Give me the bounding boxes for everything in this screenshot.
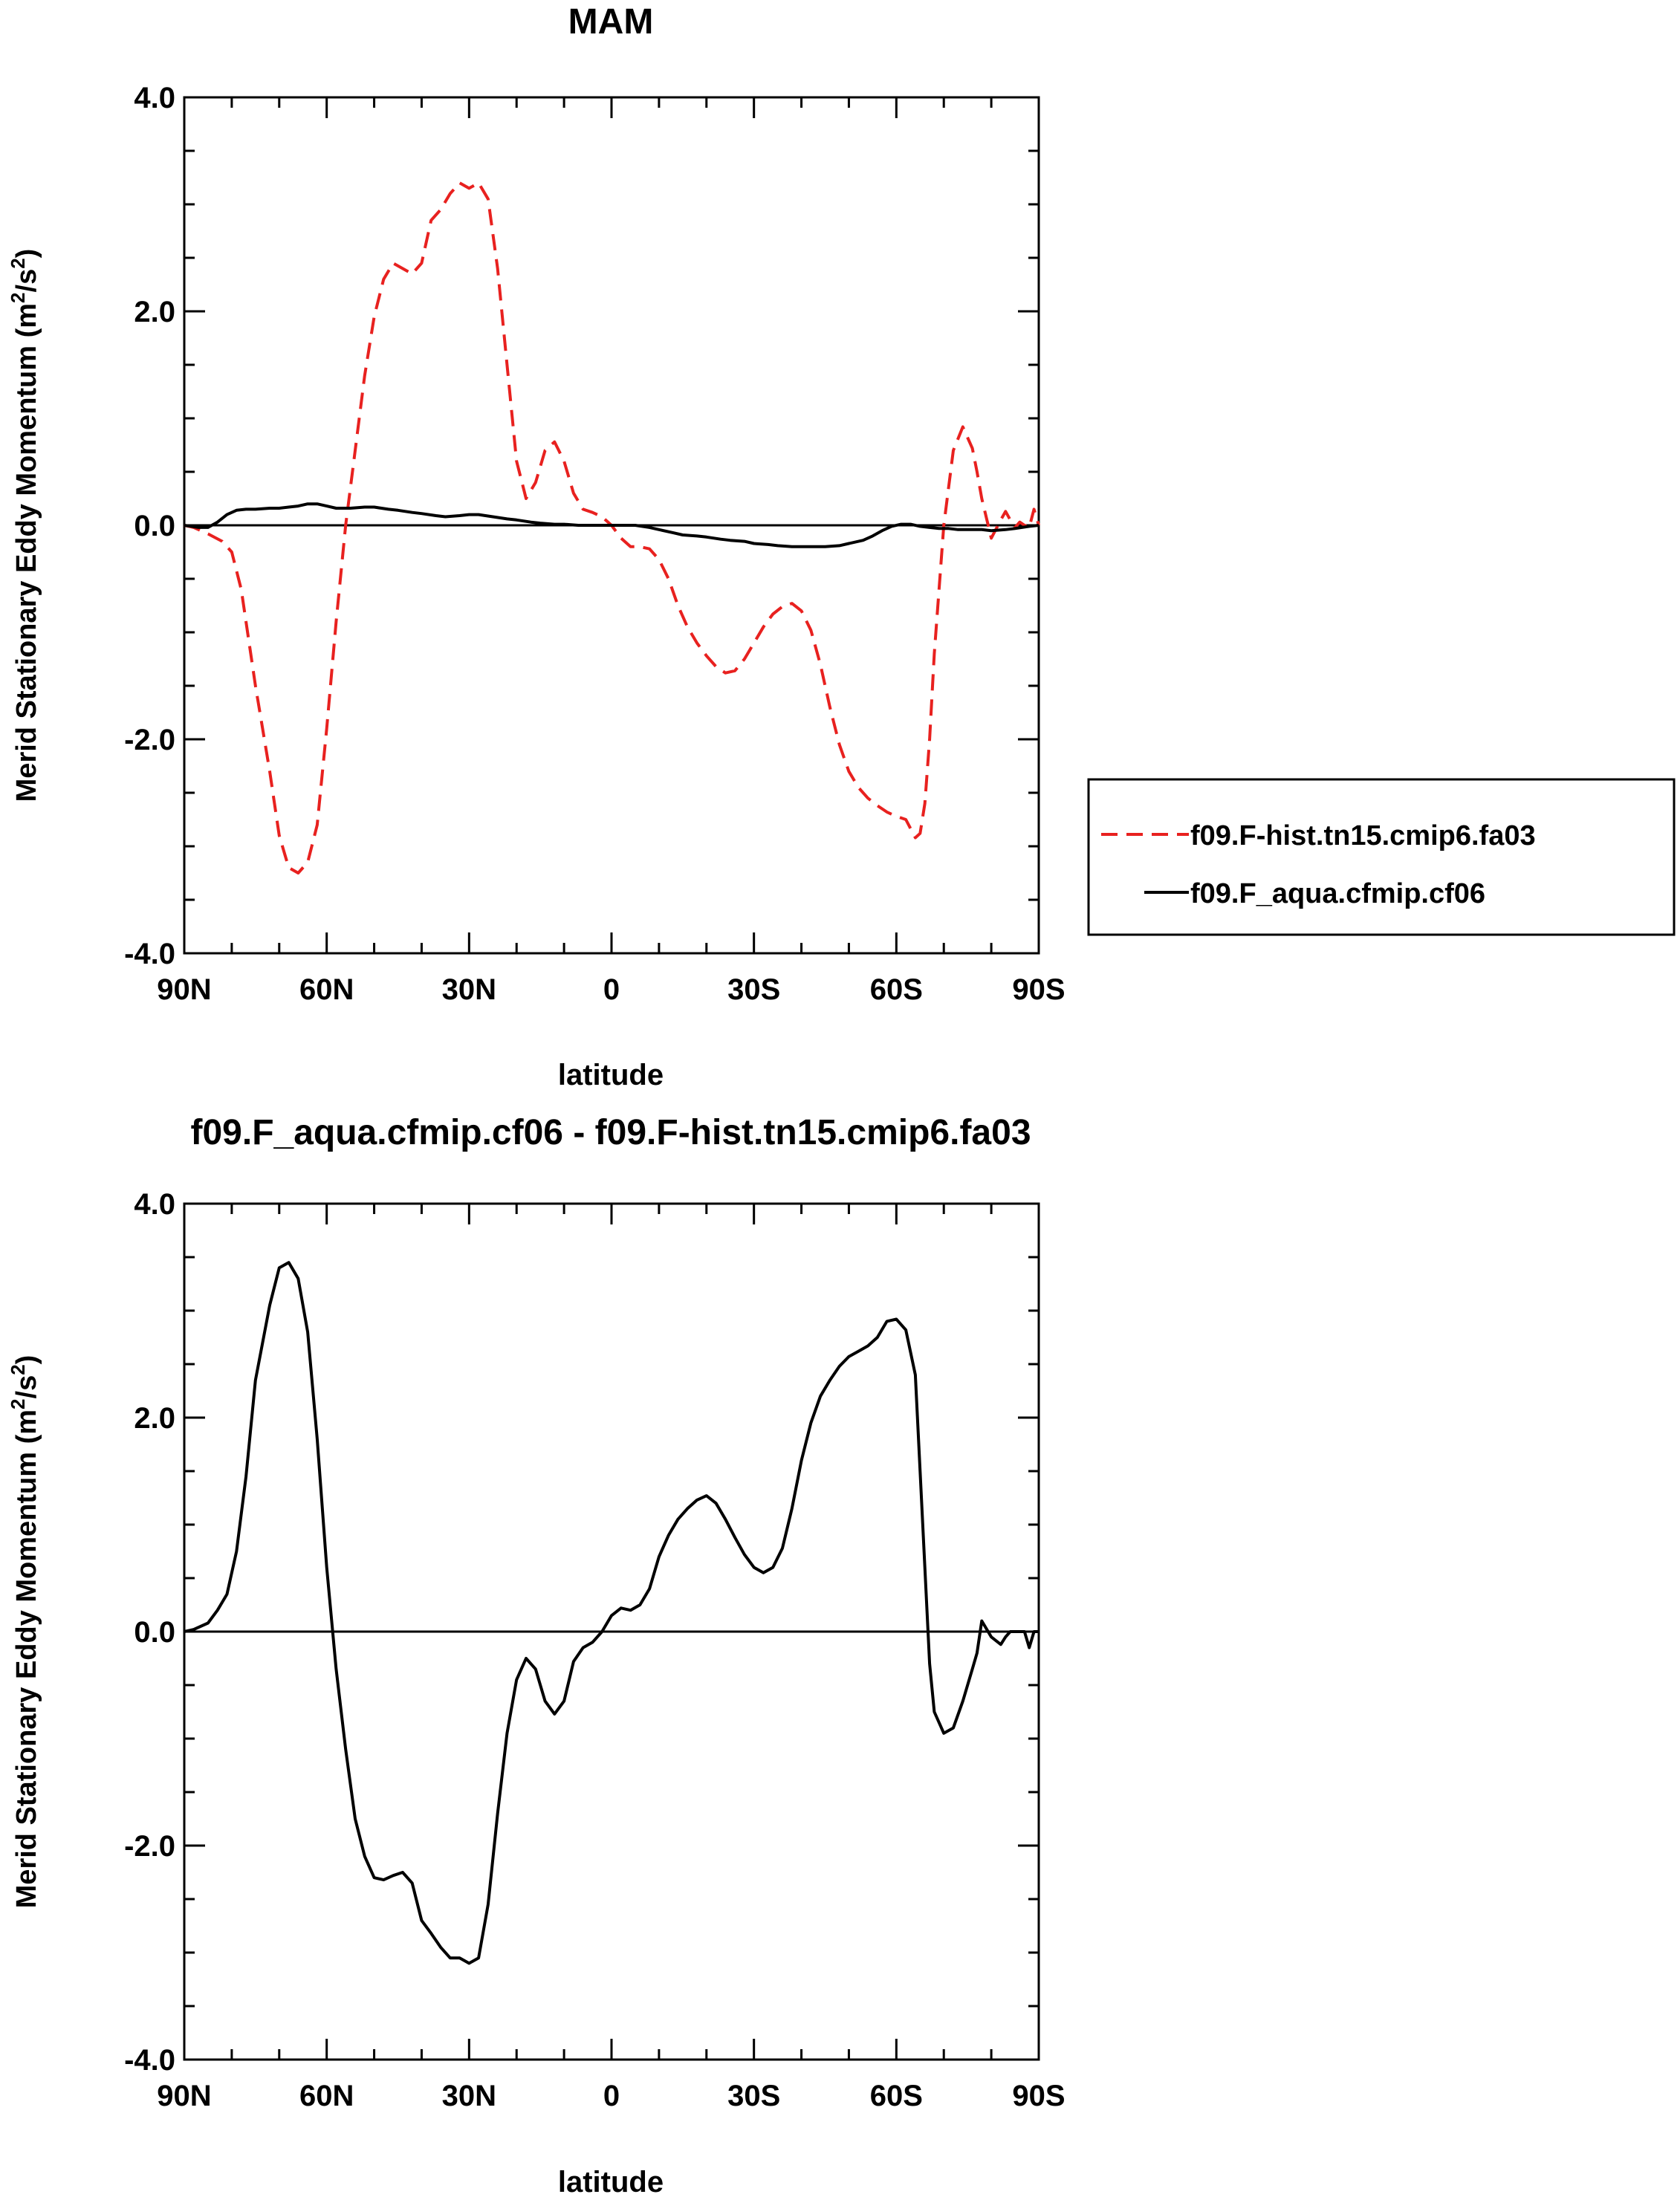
top-series-layer (184, 181, 1040, 875)
top-y-tick-label: 2.0 (134, 296, 175, 328)
bottom-y-ticks: 4.0 2.0 0.0 -2.0 -4.0 (124, 1188, 1039, 2077)
bottom-y-tick-label: -4.0 (124, 2044, 175, 2077)
top-panel: MAM 4.02.00.0-2.0-4.0 90N 60N 30N 0 30S 60S 90… (7, 2, 1676, 1091)
top-y-tick-label: -4.0 (124, 938, 175, 970)
bottom-x-tick-label: 90N (157, 2080, 211, 2112)
bottom-y-tick-label: -2.0 (124, 1830, 175, 1863)
bottom-series-layer (184, 1261, 1039, 1965)
top-x-tick-label: 60N (299, 973, 354, 1006)
bottom-y-tick-label: 2.0 (134, 1402, 175, 1435)
top-chart-title: MAM (568, 2, 654, 42)
bottom-x-tick-label: 90S (1012, 2080, 1065, 2112)
bottom-x-axis-label: latitude (558, 2166, 664, 2199)
top-y-tick-label: 4.0 (134, 82, 175, 114)
top-x-tick-label: 30S (727, 973, 780, 1006)
top-y-ticks: 4.0 2.0 0.0 -2.0 -4.0 (124, 82, 1039, 970)
top-series-line-1 (184, 502, 1040, 548)
top-series-line-0 (184, 181, 1040, 875)
top-x-ticks: 90N 60N 30N 0 30S 60S 90S (157, 97, 1066, 1006)
legend-label-aqua: f09.F_aqua.cfmip.cf06 (1190, 878, 1485, 909)
top-x-tick-label: 90S (1012, 973, 1065, 1006)
bottom-chart-title: f09.F_aqua.cfmip.cf06 - f09.F-hist.tn15.… (190, 1113, 1031, 1152)
top-x-tick-label: 60S (870, 973, 923, 1006)
top-y-tick-label: -2.0 (124, 724, 175, 756)
legend-label-hist: f09.F-hist.tn15.cmip6.fa03 (1190, 820, 1536, 851)
bottom-x-ticks: 90N 60N 30N 0 30S 60S 90S (157, 1204, 1066, 2112)
bottom-y-axis-label: Merid Stationary Eddy Momentum (m2/s2) (7, 1355, 42, 1909)
legend: f09.F-hist.tn15.cmip6.fa03 f09.F_aqua.cf… (1087, 778, 1676, 936)
bottom-x-tick-label: 30N (442, 2080, 496, 2112)
top-x-tick-label: 90N (157, 973, 211, 1006)
top-x-tick-label: 0 (603, 973, 620, 1006)
bottom-x-tick-label: 30S (727, 2080, 780, 2112)
bottom-x-tick-label: 60S (870, 2080, 923, 2112)
bottom-series-line-0 (184, 1261, 1039, 1965)
bottom-y-tick-label: 4.0 (134, 1188, 175, 1221)
top-x-axis-label: latitude (558, 1059, 664, 1091)
legend-box (1087, 778, 1676, 936)
bottom-y-tick-label: 0.0 (134, 1616, 175, 1649)
top-y-axis-label: Merid Stationary Eddy Momentum (m2/s2) (7, 249, 42, 802)
top-x-tick-label: 30N (442, 973, 496, 1006)
bottom-x-tick-label: 0 (603, 2080, 620, 2112)
top-y-tick-label: 0.0 (134, 510, 175, 542)
bottom-x-tick-label: 60N (299, 2080, 354, 2112)
bottom-panel: f09.F_aqua.cfmip.cf06 - f09.F-hist.tn15.… (7, 1113, 1066, 2199)
